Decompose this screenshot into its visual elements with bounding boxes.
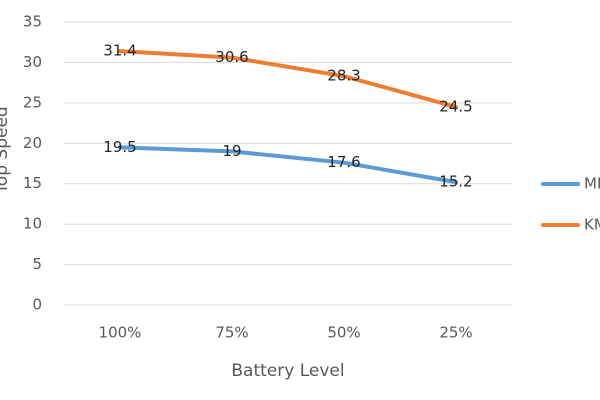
data-label: 19: [222, 142, 241, 160]
data-label: 31.4: [103, 42, 136, 60]
x-axis-title: Battery Level: [231, 361, 344, 381]
legend-label: MPH: [584, 175, 600, 193]
y-tick-label: 35: [23, 13, 42, 31]
data-line: [118, 145, 458, 185]
x-tick-label: 75%: [215, 324, 248, 342]
y-tick-label: 30: [23, 53, 42, 71]
data-line: [118, 49, 458, 109]
y-tick-label: 20: [23, 134, 42, 152]
x-tick-label: 100%: [99, 324, 142, 342]
y-tick-label: 15: [23, 174, 42, 192]
legend-label: KMH: [584, 216, 600, 234]
y-axis-title: Top Speed: [0, 106, 12, 194]
x-tick-label: 25%: [439, 324, 472, 342]
data-label: 15.2: [439, 173, 472, 191]
y-tick-label: 5: [32, 255, 42, 273]
y-tick-label: 25: [23, 93, 42, 111]
x-tick-label: 50%: [327, 324, 360, 342]
data-label: 28.3: [327, 67, 360, 85]
y-tick-label: 10: [23, 215, 42, 233]
data-label: 17.6: [327, 153, 360, 171]
data-label: 19.5: [103, 138, 136, 156]
data-label: 30.6: [215, 48, 248, 66]
data-label: 24.5: [439, 97, 472, 115]
y-tick-label: 0: [32, 296, 42, 314]
